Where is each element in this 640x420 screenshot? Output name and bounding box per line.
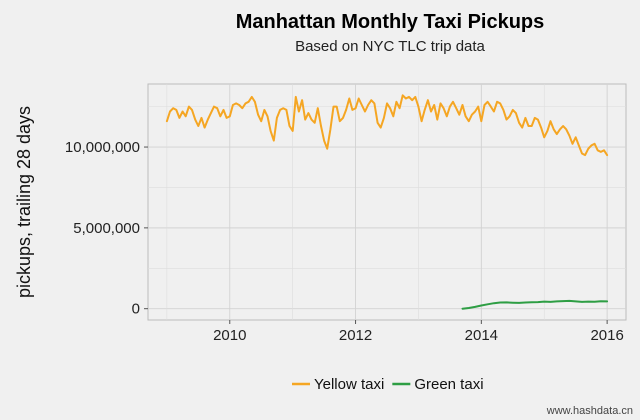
legend-label: Green taxi — [414, 376, 483, 393]
x-tick-label: 2012 — [339, 327, 372, 344]
grid — [148, 84, 626, 320]
x-tick-label: 2016 — [590, 327, 623, 344]
x-tick-label: 2010 — [213, 327, 246, 344]
y-axis-label: pickups, trailing 28 days — [14, 106, 34, 298]
y-tick-label: 10,000,000 — [65, 139, 140, 156]
chart-subtitle: Based on NYC TLC trip data — [295, 38, 485, 55]
legend-label: Yellow taxi — [314, 376, 384, 393]
y-tick-label: 5,000,000 — [73, 220, 140, 237]
plot-area — [147, 83, 627, 321]
x-axis: 2010 2012 2014 2016 — [213, 320, 624, 344]
series-line-yellow-taxi — [165, 94, 609, 157]
watermark: www.hashdata.cn — [546, 405, 633, 417]
legend: Yellow taxi Green taxi — [292, 376, 484, 393]
y-tick-label: 0 — [132, 301, 140, 318]
y-axis: 0 5,000,000 10,000,000 — [65, 139, 148, 318]
series-layer — [165, 94, 609, 310]
series-line-green-taxi — [461, 299, 609, 310]
chart-title: Manhattan Monthly Taxi Pickups — [236, 11, 545, 33]
x-tick-label: 2014 — [465, 327, 498, 344]
